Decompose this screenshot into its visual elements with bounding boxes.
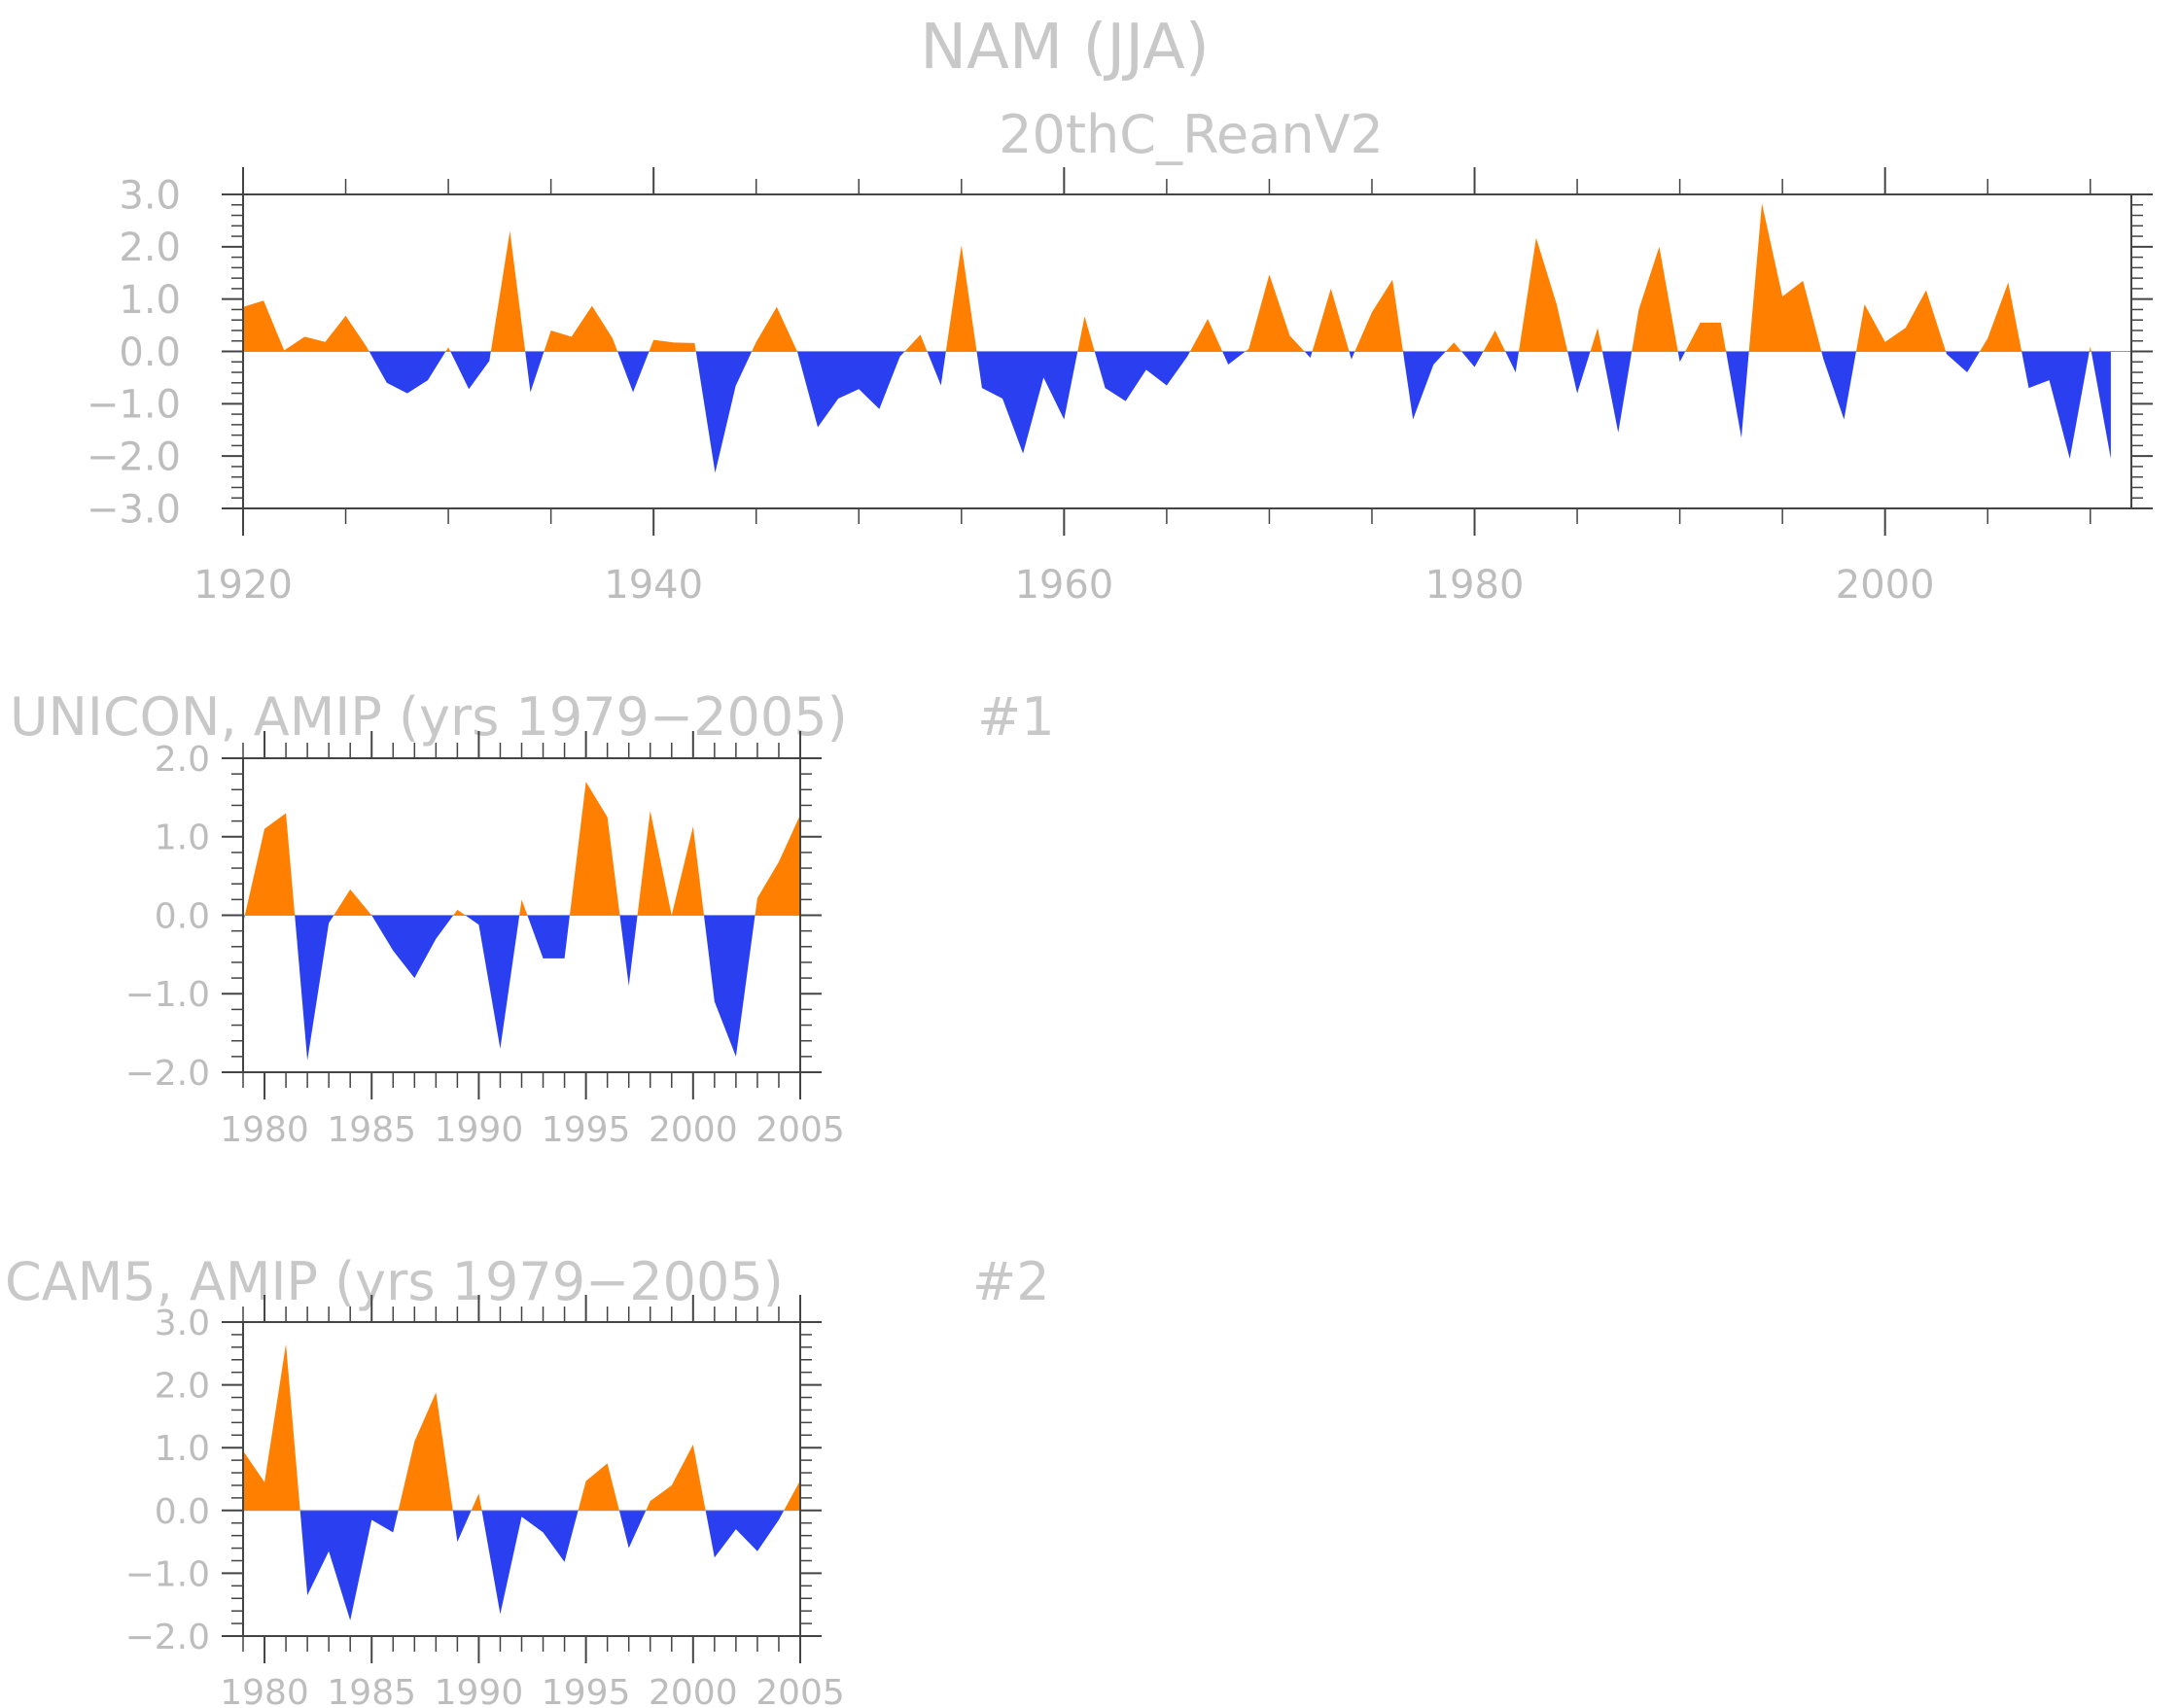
- x-tick-label: 1980: [220, 1673, 309, 1708]
- y-tick-label: 1.0: [155, 1429, 210, 1469]
- x-tick-label: 1990: [435, 1673, 524, 1708]
- y-tick-label: 1.0: [155, 819, 210, 858]
- positive-anomaly-area: [243, 203, 2111, 352]
- y-tick-label: 1.0: [119, 278, 181, 323]
- x-tick-label: 1920: [193, 563, 293, 608]
- panel-1-title: 20thC_ReanV2: [999, 104, 1384, 165]
- negative-anomaly-area: [299, 1510, 785, 1621]
- panel-20thc-reanv2: 3.0 2.0 1.0 0.0 −1.0 −2.0 −3.0 1920 1940 1960 1980…: [87, 167, 2153, 608]
- x-tick-label: 1985: [327, 1110, 416, 1150]
- x-tick-label: 1980: [220, 1110, 309, 1150]
- x-tick-label: 1960: [1014, 563, 1113, 608]
- x-tick-label: 2000: [649, 1673, 738, 1708]
- y-tick-label: 0.0: [155, 1492, 210, 1532]
- positive-anomaly-area: [243, 782, 800, 916]
- y-tick-label: −3.0: [87, 487, 181, 532]
- y-tick-label: 3.0: [119, 173, 181, 218]
- negative-anomaly-area: [243, 915, 800, 1061]
- panel-3-title: CAM5, AMIP (yrs 1979−2005): [5, 1251, 784, 1312]
- x-tick-label: 2000: [649, 1110, 738, 1150]
- y-tick-label: 2.0: [155, 740, 210, 780]
- x-tick-label: 1940: [604, 563, 703, 608]
- figure-title: NAM (JJA): [920, 12, 1210, 84]
- x-tick-label: 1995: [542, 1673, 631, 1708]
- y-tick-label: −1.0: [87, 383, 181, 428]
- x-tick-label: 2000: [1836, 563, 1935, 608]
- panel-cam5-amip: 3.0 2.0 1.0 0.0 −1.0 −2.0 1980 1985 1990 1995 2000…: [125, 1295, 845, 1708]
- x-tick-label: 1980: [1425, 563, 1525, 608]
- y-tick-label: −2.0: [125, 1618, 210, 1657]
- negative-anomaly-area: [243, 351, 2111, 473]
- x-tick-label: 2005: [756, 1673, 845, 1708]
- y-tick-label: −1.0: [125, 1554, 210, 1594]
- y-tick-label: 0.0: [119, 331, 181, 375]
- plot-frame: [242, 1321, 801, 1637]
- y-tick-label: 2.0: [155, 1367, 210, 1407]
- y-tick-label: −2.0: [125, 1054, 210, 1094]
- x-tick-label: 1990: [435, 1110, 524, 1150]
- positive-anomaly-area: [243, 1343, 800, 1511]
- panel-2-tag: #1: [977, 686, 1055, 748]
- y-tick-label: 3.0: [155, 1304, 210, 1343]
- panel-3-tag: #2: [972, 1251, 1050, 1312]
- y-tick-label: 0.0: [155, 896, 210, 936]
- x-tick-label: 1995: [542, 1110, 631, 1150]
- panel-2-title: UNICON, AMIP (yrs 1979−2005): [10, 686, 848, 748]
- x-tick-label: 2005: [756, 1110, 845, 1150]
- x-tick-label: 1985: [327, 1673, 416, 1708]
- y-tick-label: −2.0: [87, 436, 181, 480]
- y-tick-label: 2.0: [119, 226, 181, 270]
- y-tick-label: −1.0: [125, 975, 210, 1015]
